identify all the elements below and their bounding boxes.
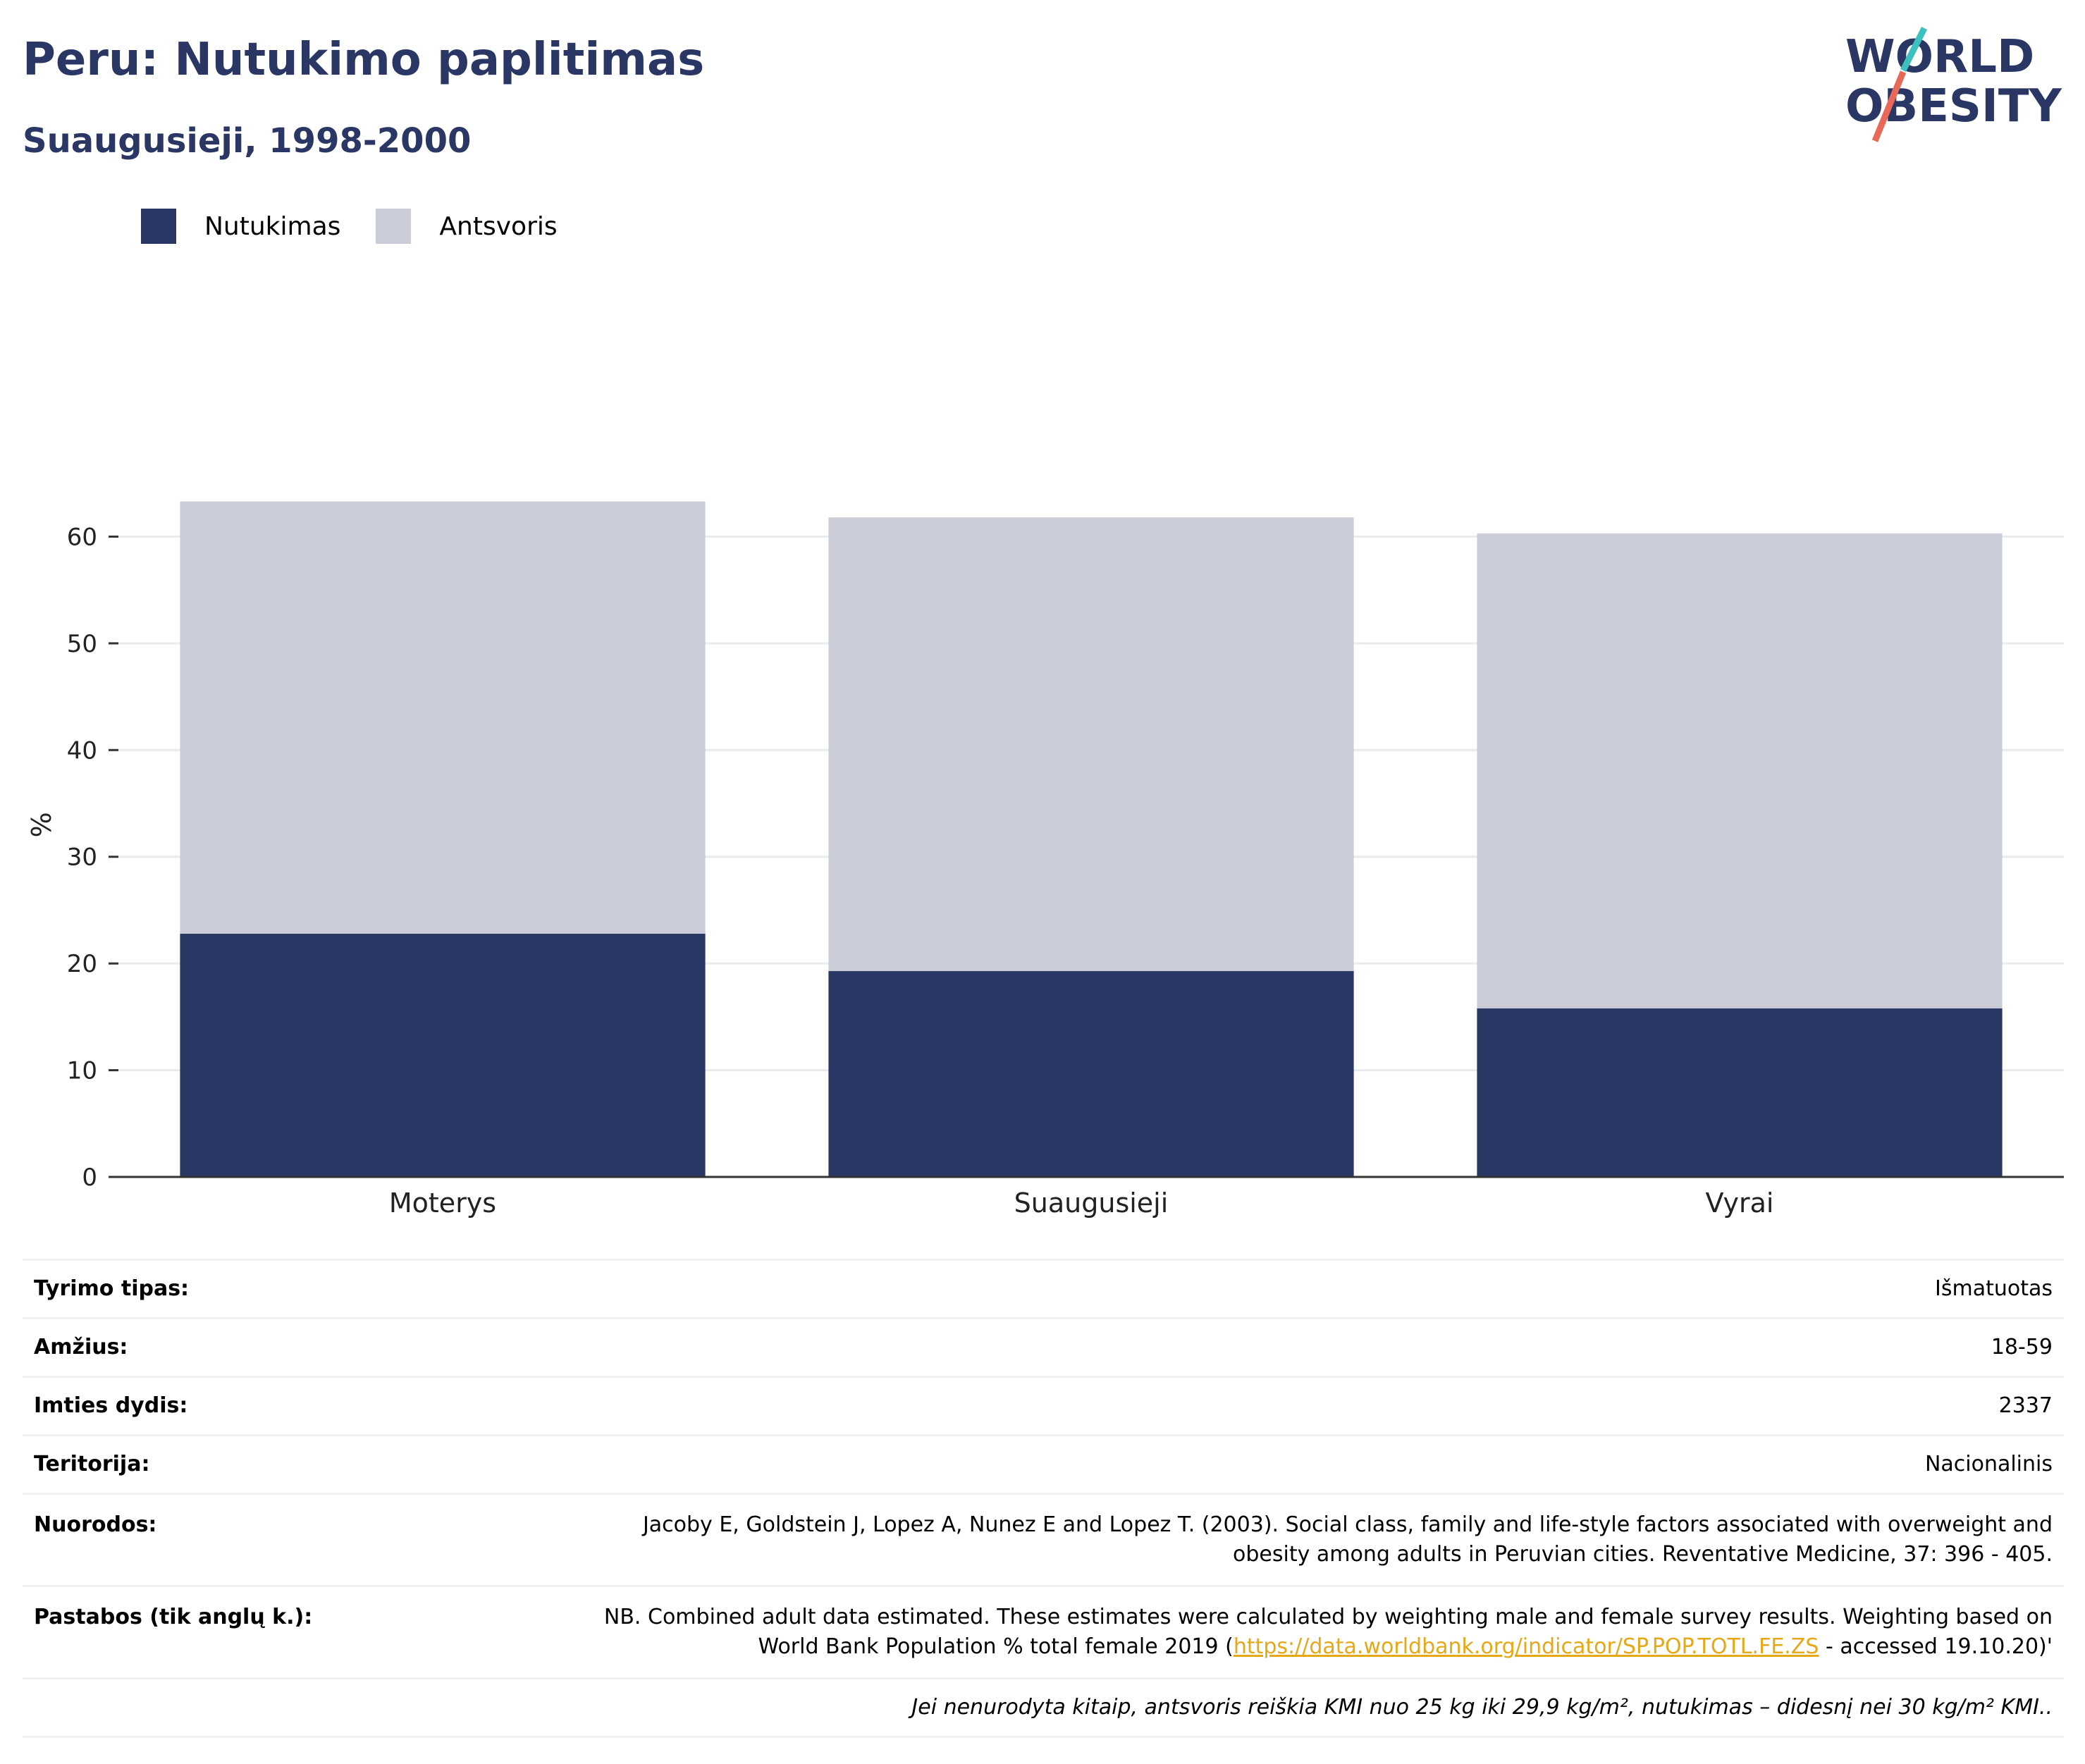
- x-tick-label: Suaugusieji: [1014, 1188, 1169, 1219]
- notes-text-after: - accessed 19.10.20)': [1819, 1634, 2053, 1659]
- notes-text: NB. Combined adult data estimated. These…: [572, 1603, 2053, 1662]
- info-value: Išmatuotas: [1935, 1276, 2053, 1301]
- info-value: 18-59: [1991, 1335, 2053, 1359]
- y-tick-label: 60: [67, 523, 97, 551]
- legend-item-overweight[interactable]: Antsvoris: [376, 209, 558, 244]
- info-label: Imties dydis:: [34, 1393, 188, 1418]
- bar-overweight-moterys: [180, 501, 706, 934]
- footnote: Jei nenurodyta kitaip, antsvoris reiškia…: [23, 1677, 2064, 1738]
- y-tick-label: 50: [67, 630, 97, 658]
- logo-text-obesity: OBESITY: [1845, 80, 2062, 132]
- bar-obesity-moterys: [180, 933, 706, 1177]
- page-title: Peru: Nutukimo paplitimas: [23, 34, 705, 86]
- info-value: 2337: [1998, 1393, 2053, 1418]
- stacked-bar-chart: 0 10 20 30 40 50 60% Moterys Suaugusieji Vyrai: [26, 501, 2064, 1219]
- bar-obesity-suaugusieji: [828, 970, 1354, 1177]
- y-tick-label: 30: [67, 844, 97, 872]
- info-row-notes: Pastabos (tik anglų k.): NB. Combined ad…: [23, 1585, 2064, 1677]
- info-label: Nuorodos:: [34, 1512, 157, 1537]
- legend-item-obesity[interactable]: Nutukimas: [141, 209, 340, 244]
- bar-overweight-vyrai: [1477, 533, 2003, 1009]
- logo-slash-bottom: [1871, 70, 1907, 142]
- info-label: Tyrimo tipas:: [34, 1276, 190, 1301]
- info-label: Amžius:: [34, 1335, 128, 1359]
- page-subtitle: Suaugusieji, 1998-2000: [23, 121, 472, 161]
- logo-slash-top: [1900, 26, 1928, 73]
- info-row-sample-size: Imties dydis: 2337: [23, 1376, 2064, 1434]
- info-row-survey-type: Tyrimo tipas: Išmatuotas: [23, 1259, 2064, 1317]
- notes-text-before: NB. Combined adult data estimated. These…: [603, 1605, 2053, 1659]
- y-tick-label: 20: [67, 950, 97, 978]
- info-row-age: Amžius: 18-59: [23, 1317, 2064, 1376]
- x-tick-label: Vyrai: [1706, 1188, 1774, 1219]
- legend-swatch-overweight: [376, 209, 412, 244]
- chart-legend: Nutukimas Antsvoris: [141, 209, 593, 244]
- metadata-table: Tyrimo tipas: Išmatuotas Amžius: 18-59 I…: [23, 1259, 2064, 1738]
- y-tick-label: 10: [67, 1057, 97, 1085]
- bar-overweight-suaugusieji: [828, 517, 1354, 971]
- info-row-territory: Teritorija: Nacionalinis: [23, 1434, 2064, 1493]
- info-label: Teritorija:: [34, 1452, 150, 1476]
- legend-label-overweight: Antsvoris: [439, 211, 558, 241]
- info-label: Pastabos (tik anglų k.):: [34, 1605, 313, 1629]
- worldbank-link[interactable]: https://data.worldbank.org/indicator/SP.…: [1233, 1634, 1819, 1659]
- info-row-references: Nuorodos: Jacoby E, Goldstein J, Lopez A…: [23, 1493, 2064, 1585]
- y-tick-label: 0: [82, 1164, 97, 1192]
- y-tick-label: 40: [67, 736, 97, 765]
- bar-obesity-vyrai: [1477, 1008, 2003, 1177]
- info-value: Nacionalinis: [1924, 1452, 2053, 1476]
- y-axis-label: %: [26, 812, 57, 837]
- logo-text-world: WORLD: [1845, 31, 2034, 83]
- world-obesity-logo: WORLD OBESITY: [1845, 26, 2062, 142]
- x-tick-label: Moterys: [389, 1188, 496, 1219]
- legend-label-obesity: Nutukimas: [204, 211, 341, 241]
- references-text: Jacoby E, Goldstein J, Lopez A, Nunez E …: [642, 1512, 2053, 1567]
- legend-swatch-obesity: [141, 209, 176, 244]
